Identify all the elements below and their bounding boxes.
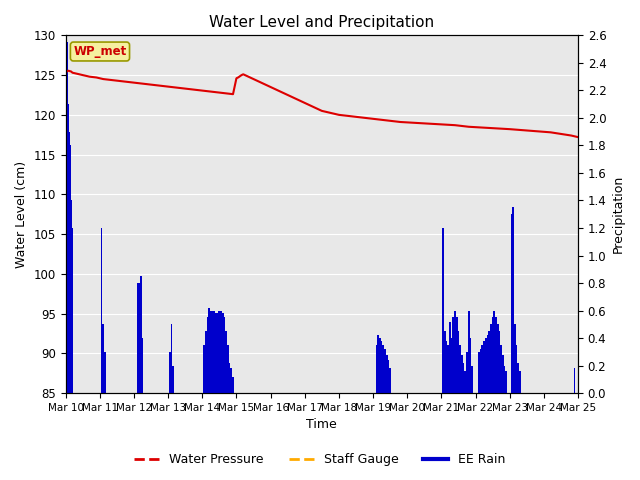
Bar [480,349,481,393]
Bar [222,313,223,393]
Bar [72,255,74,393]
Bar [213,311,215,393]
Bar [519,371,521,393]
Bar [460,345,461,393]
Bar [210,311,212,393]
Bar [207,317,208,393]
Bar [470,338,471,393]
Bar [171,324,172,393]
Bar [486,336,488,393]
Bar [100,228,102,393]
Bar [218,311,220,393]
Bar [223,317,225,393]
Bar [493,311,495,393]
Bar [68,118,69,393]
Bar [511,214,512,393]
Bar [140,276,141,393]
Bar [69,145,70,393]
Bar [384,349,386,393]
Bar [488,331,490,393]
Y-axis label: Precipitation: Precipitation [612,175,625,253]
Bar [386,355,388,393]
Bar [512,207,514,393]
Bar [70,201,72,393]
Bar [514,324,516,393]
Bar [227,345,228,393]
Bar [381,341,383,393]
Bar [502,355,504,393]
X-axis label: Time: Time [307,419,337,432]
Bar [230,368,232,393]
Bar [445,341,447,393]
Bar [141,338,143,393]
Bar [458,331,460,393]
Bar [66,42,68,393]
Bar [102,324,104,393]
Bar [495,317,497,393]
Bar [383,345,384,393]
Y-axis label: Water Level (cm): Water Level (cm) [15,161,28,268]
Bar [232,377,234,393]
Bar [225,331,227,393]
Bar [67,104,68,393]
Bar [138,283,140,393]
Bar [447,345,449,393]
Bar [463,363,465,393]
Legend: Water Pressure, Staff Gauge, EE Rain: Water Pressure, Staff Gauge, EE Rain [129,448,511,471]
Bar [376,345,378,393]
Text: WP_met: WP_met [74,45,127,58]
Bar [220,311,222,393]
Bar [492,317,493,393]
Bar [68,132,70,393]
Bar [461,355,463,393]
Bar [208,308,210,393]
Bar [203,345,205,393]
Bar [573,368,575,393]
Bar [500,345,502,393]
Bar [483,341,485,393]
Bar [517,363,519,393]
Bar [456,317,458,393]
Bar [468,311,470,393]
Bar [497,324,499,393]
Bar [104,352,106,393]
Bar [378,336,379,393]
Bar [478,352,480,393]
Bar [454,311,456,393]
Bar [388,360,389,393]
Bar [389,368,391,393]
Bar [485,338,486,393]
Bar [228,363,230,393]
Bar [466,352,468,393]
Bar [71,228,73,393]
Bar [504,366,506,393]
Bar [70,173,71,393]
Bar [449,322,451,393]
Bar [212,311,213,393]
Bar [172,366,174,393]
Bar [215,313,217,393]
Bar [205,331,207,393]
Bar [444,331,445,393]
Title: Water Level and Precipitation: Water Level and Precipitation [209,15,435,30]
Bar [217,313,218,393]
Bar [471,366,473,393]
Bar [465,371,466,393]
Bar [442,228,444,393]
Bar [481,345,483,393]
Bar [516,345,517,393]
Bar [136,283,138,393]
Bar [379,338,381,393]
Bar [499,331,500,393]
Bar [452,317,454,393]
Bar [451,338,452,393]
Bar [506,371,507,393]
Bar [169,352,171,393]
Bar [490,324,492,393]
